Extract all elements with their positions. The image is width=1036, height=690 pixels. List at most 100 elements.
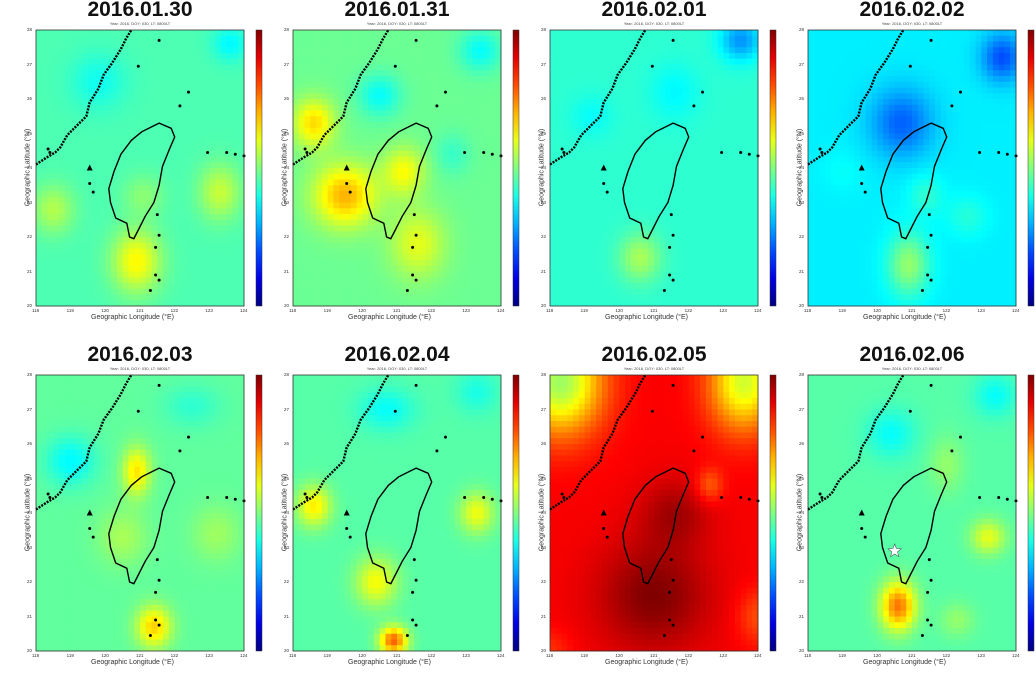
heatmap-cell <box>99 99 106 106</box>
y-tick-label: 26 <box>27 96 33 101</box>
y-tick-label: 23 <box>27 199 33 205</box>
heatmap-cell <box>145 64 152 71</box>
heatmap-cell <box>391 127 398 134</box>
heatmap-cell <box>391 288 398 295</box>
heatmap-cell <box>232 116 239 123</box>
heatmap-cell <box>694 127 701 134</box>
heatmap-cell <box>356 225 363 232</box>
heatmap-cell <box>192 76 199 83</box>
heatmap-cell <box>41 208 48 215</box>
heatmap-cell <box>590 208 597 215</box>
heatmap-cell <box>180 150 187 157</box>
heatmap-cell <box>157 116 164 123</box>
heatmap-cell <box>41 265 48 272</box>
heatmap-cell <box>293 99 300 106</box>
heatmap-cell <box>76 35 83 42</box>
heatmap-cell <box>590 116 597 123</box>
heatmap-cell <box>677 294 684 301</box>
heatmap-cell <box>437 156 444 163</box>
heatmap-cell <box>116 288 124 295</box>
heatmap-cell <box>449 254 456 261</box>
heatmap-cell <box>362 196 369 203</box>
heatmap-cell <box>163 150 170 157</box>
heatmap-cell <box>373 162 381 169</box>
heatmap-cell <box>578 122 586 129</box>
heatmap-cell <box>561 139 568 146</box>
heatmap-cell <box>717 162 724 169</box>
heatmap-cell <box>53 300 60 307</box>
heatmap-cell <box>391 30 398 37</box>
heatmap-cell <box>454 127 461 134</box>
heatmap-cell <box>209 248 216 255</box>
heatmap-cell <box>602 271 609 278</box>
heatmap-cell <box>385 237 392 244</box>
heatmap-cell <box>619 139 626 146</box>
heatmap-cell <box>339 104 346 111</box>
heatmap-cell <box>431 271 438 278</box>
heatmap-cell <box>293 150 300 157</box>
heatmap-cell <box>122 139 129 146</box>
heatmap-cell <box>561 76 568 83</box>
heatmap-cell <box>345 242 352 249</box>
heatmap-cell <box>723 53 730 60</box>
heatmap-cell <box>420 254 427 261</box>
heatmap-cell <box>561 99 568 106</box>
heatmap-cell <box>53 30 60 37</box>
heatmap-cell <box>111 277 118 284</box>
heatmap-cell <box>36 168 43 175</box>
heatmap-cell <box>665 277 672 284</box>
heatmap-cell <box>362 70 369 77</box>
heatmap-cell <box>642 122 649 129</box>
heatmap-cell <box>489 70 496 77</box>
heatmap-cell <box>437 277 444 284</box>
heatmap-cell <box>47 185 54 192</box>
heatmap-cell <box>151 116 158 123</box>
heatmap-cell <box>321 237 329 244</box>
heatmap-cell <box>226 288 233 295</box>
heatmap-cell <box>99 208 106 215</box>
heatmap-cell <box>327 53 334 60</box>
heatmap-cell <box>437 283 444 290</box>
heatmap-cell <box>397 277 404 284</box>
heatmap-cell <box>550 41 557 48</box>
heatmap-cell <box>665 53 672 60</box>
heatmap-cell <box>105 168 112 175</box>
heatmap-cell <box>561 277 568 284</box>
heatmap-cell <box>659 214 666 221</box>
heatmap-cell <box>145 104 152 111</box>
heatmap-cell <box>59 288 66 295</box>
heatmap-cell <box>607 225 614 232</box>
heatmap-cell <box>477 145 485 152</box>
heatmap-cell <box>209 99 216 106</box>
plot-frame <box>292 29 502 307</box>
heatmap-cell <box>238 237 245 244</box>
heatmap-cell <box>220 110 228 117</box>
heatmap-cell <box>555 242 562 249</box>
heatmap-cell <box>408 294 415 301</box>
heatmap-cell <box>116 185 124 192</box>
heatmap-cell <box>420 219 427 226</box>
heatmap-cell <box>368 242 375 249</box>
heatmap-cell <box>140 76 147 83</box>
heatmap-cell <box>555 70 562 77</box>
heatmap-cell <box>402 283 409 290</box>
heatmap-cell <box>368 64 375 71</box>
heatmap-cell <box>339 219 346 226</box>
heatmap-cell <box>449 168 456 175</box>
heatmap-cell <box>414 41 421 48</box>
heatmap-cell <box>449 122 456 129</box>
heatmap-cell <box>116 265 124 272</box>
heatmap-cell <box>454 116 461 123</box>
heatmap-cell <box>654 122 661 129</box>
heatmap-cell <box>70 254 77 261</box>
heatmap-cell <box>688 208 695 215</box>
heatmap-cell <box>584 214 591 221</box>
heatmap-cell <box>391 283 398 290</box>
heatmap-cell <box>232 122 239 129</box>
heatmap-cell <box>700 288 707 295</box>
heatmap-cell <box>671 231 678 238</box>
heatmap-cell <box>555 271 562 278</box>
heatmap-cell <box>717 64 724 71</box>
heatmap-cell <box>682 145 690 152</box>
heatmap-cell <box>420 150 427 157</box>
